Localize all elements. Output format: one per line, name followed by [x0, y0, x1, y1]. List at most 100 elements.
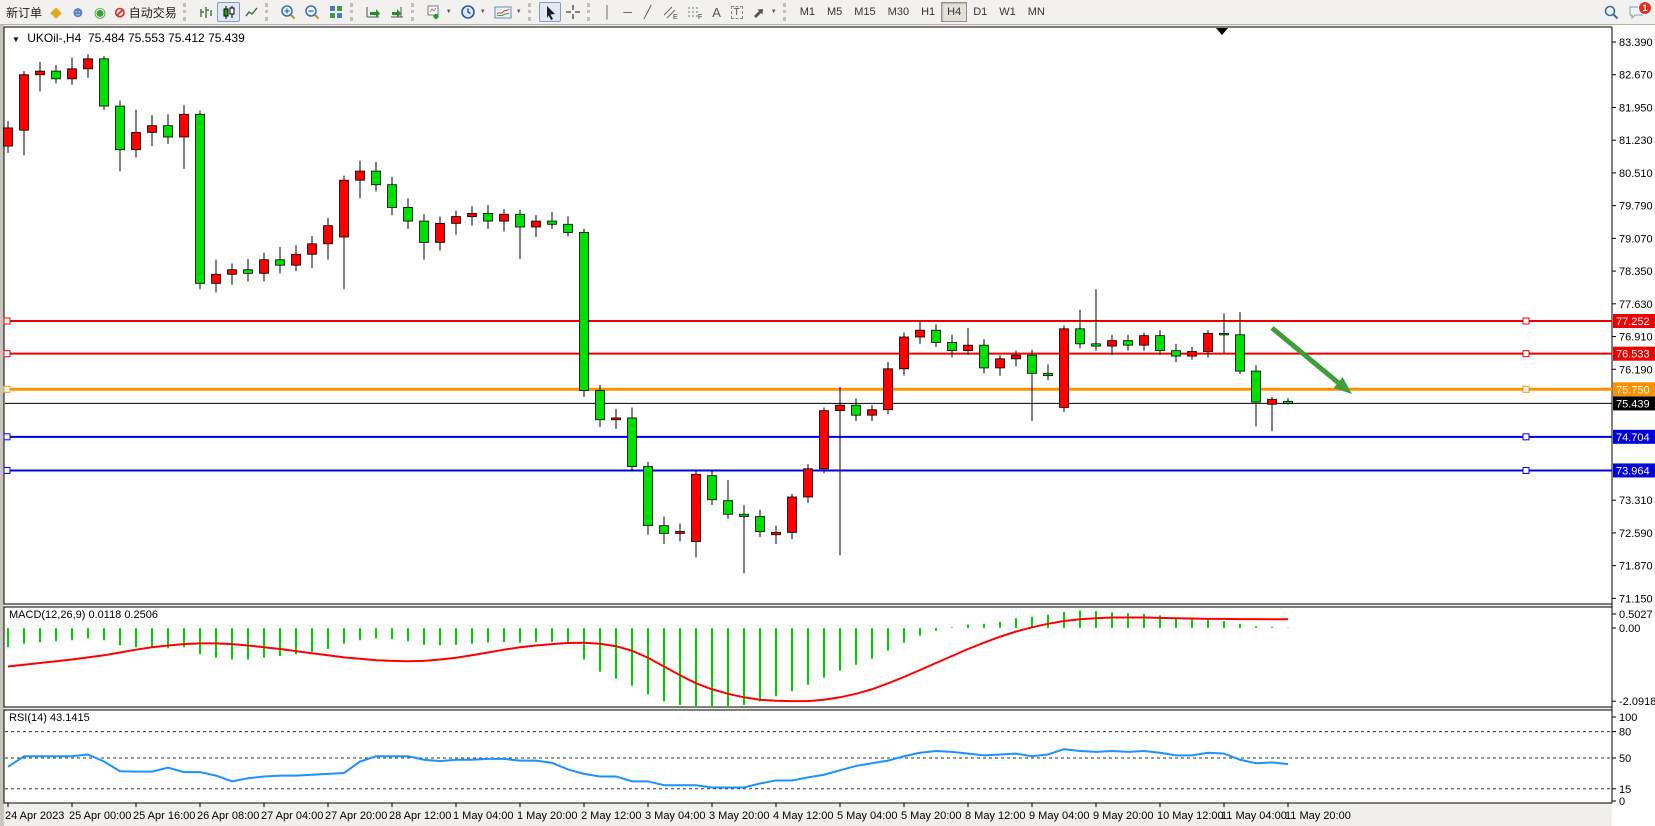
- candle-body: [579, 232, 589, 392]
- zoom-out-icon: [305, 5, 319, 20]
- broadcast-icon[interactable]: ◉: [93, 4, 107, 20]
- crosshair-icon: [565, 5, 580, 19]
- chart-bars-button[interactable]: [194, 2, 217, 22]
- rsi-panel[interactable]: [3, 709, 1613, 804]
- notifications-button[interactable]: 1: [1624, 1, 1652, 22]
- svg-text:80: 80: [1619, 727, 1631, 739]
- hline-handle[interactable]: [3, 433, 11, 441]
- chart-title[interactable]: ▼ UKOil-,H4 75.484 75.553 75.412 75.439: [12, 31, 245, 45]
- candle-body: [51, 70, 61, 80]
- svg-text:73.310: 73.310: [1619, 495, 1653, 507]
- chart-symbol-period: UKOil-,H4: [27, 31, 82, 45]
- candle-body: [515, 213, 525, 228]
- tile-windows-button[interactable]: [324, 2, 348, 22]
- candle-body: [1171, 350, 1181, 357]
- candle-body: [403, 207, 413, 222]
- hline-handle[interactable]: [3, 317, 11, 325]
- candle-body: [435, 222, 445, 243]
- candle-body: [291, 253, 301, 266]
- candle-body: [67, 68, 77, 80]
- timeframe-group: M1 M5 M15 M30 H1 H4 D1 W1 MN: [794, 2, 1051, 22]
- period-clock-button[interactable]: ▼: [456, 2, 490, 22]
- candle-body: [1283, 400, 1293, 404]
- tab-timeframe-D1[interactable]: D1: [973, 6, 988, 18]
- svg-text:0.5027: 0.5027: [1619, 609, 1653, 621]
- shift-marker-icon[interactable]: [1216, 28, 1228, 35]
- svg-text:100: 100: [1619, 712, 1637, 724]
- candle-body: [755, 516, 765, 532]
- tab-timeframe-M5[interactable]: M5: [826, 6, 843, 18]
- svg-text:15: 15: [1619, 784, 1631, 796]
- notification-badge: 1: [1638, 1, 1652, 15]
- tab-timeframe-H4[interactable]: H4: [941, 2, 968, 22]
- hline-handle[interactable]: [3, 385, 11, 393]
- candle-body: [883, 368, 893, 411]
- tab-timeframe-H1[interactable]: H1: [921, 6, 936, 18]
- tab-timeframe-MN[interactable]: MN: [1027, 6, 1045, 18]
- candle-body: [835, 404, 845, 412]
- fibonacci-button[interactable]: F: [682, 2, 707, 22]
- candle-body: [243, 269, 253, 274]
- hline-handle[interactable]: [1522, 317, 1530, 325]
- candle-body: [307, 243, 317, 255]
- crosshair-button[interactable]: [561, 2, 585, 22]
- svg-text:71.870: 71.870: [1619, 561, 1653, 573]
- arrows-tool-button[interactable]: ▼: [747, 2, 781, 22]
- macd-series: 0.5027 0.00 -2.0918: [7, 609, 1655, 708]
- svg-text:E: E: [673, 14, 678, 20]
- candle-body: [195, 113, 205, 284]
- toolbar-grip: [349, 3, 357, 21]
- trendline-button[interactable]: ╱: [644, 5, 652, 19]
- hline-handle[interactable]: [3, 350, 11, 358]
- auto-trading-button[interactable]: ⊘ 自动交易: [114, 4, 177, 20]
- svg-text:77.630: 77.630: [1619, 299, 1653, 311]
- profile-icon[interactable]: ☻: [70, 3, 86, 21]
- hline-handle[interactable]: [1522, 433, 1530, 441]
- candle-body: [323, 225, 333, 245]
- tab-timeframe-M30[interactable]: M30: [887, 6, 910, 18]
- hline-handle[interactable]: [1522, 466, 1530, 474]
- zoom-in-button[interactable]: [276, 2, 300, 22]
- toolbar-grip: [264, 3, 272, 21]
- text-tool-button[interactable]: A: [712, 4, 721, 20]
- candle-body: [963, 344, 973, 352]
- new-chart-button[interactable]: ▼: [422, 2, 456, 22]
- horizontal-line-button[interactable]: ─: [623, 5, 632, 19]
- main-price-panel[interactable]: [3, 26, 1613, 605]
- auto-scroll-button[interactable]: [361, 2, 385, 22]
- toolbar-grip: [182, 3, 190, 21]
- chart-candles-button[interactable]: [216, 2, 240, 22]
- hline-handle[interactable]: [1522, 385, 1530, 393]
- text-label-button[interactable]: T: [727, 2, 747, 22]
- candle-body: [115, 105, 125, 151]
- vertical-line-button[interactable]: │: [603, 5, 612, 19]
- candle-body: [451, 216, 461, 224]
- tab-timeframe-W1[interactable]: W1: [999, 6, 1016, 18]
- chart-line-button[interactable]: [240, 2, 263, 22]
- candle-body: [1027, 354, 1037, 374]
- search-button[interactable]: [1599, 2, 1624, 22]
- candle-body: [371, 170, 381, 186]
- new-order-button[interactable]: 新订单: [6, 5, 43, 20]
- zoom-out-button[interactable]: [300, 2, 324, 22]
- candle-body: [739, 513, 749, 517]
- svg-text:79.070: 79.070: [1619, 233, 1653, 245]
- candle-body: [275, 259, 285, 266]
- template-button[interactable]: ▼: [490, 2, 526, 22]
- hline-handle[interactable]: [3, 466, 11, 474]
- gold-badge-icon[interactable]: ◆: [50, 3, 62, 21]
- tab-timeframe-M15[interactable]: M15: [854, 6, 876, 18]
- tab-timeframe-M1[interactable]: M1: [799, 6, 815, 18]
- time-axis-label: 3 May 04:00: [645, 810, 706, 822]
- candle-body: [1155, 335, 1165, 352]
- hline-handle[interactable]: [1522, 350, 1530, 358]
- cursor-button[interactable]: [538, 2, 561, 22]
- time-axis-label: 1 May 20:00: [517, 810, 578, 822]
- collapse-icon[interactable]: ▼: [12, 35, 20, 44]
- trend-arrow-annotation[interactable]: [1270, 326, 1352, 394]
- candle-body: [227, 269, 237, 275]
- chart-shift-button[interactable]: [385, 2, 409, 22]
- candle-body: [675, 531, 685, 534]
- channel-button[interactable]: E: [658, 2, 682, 22]
